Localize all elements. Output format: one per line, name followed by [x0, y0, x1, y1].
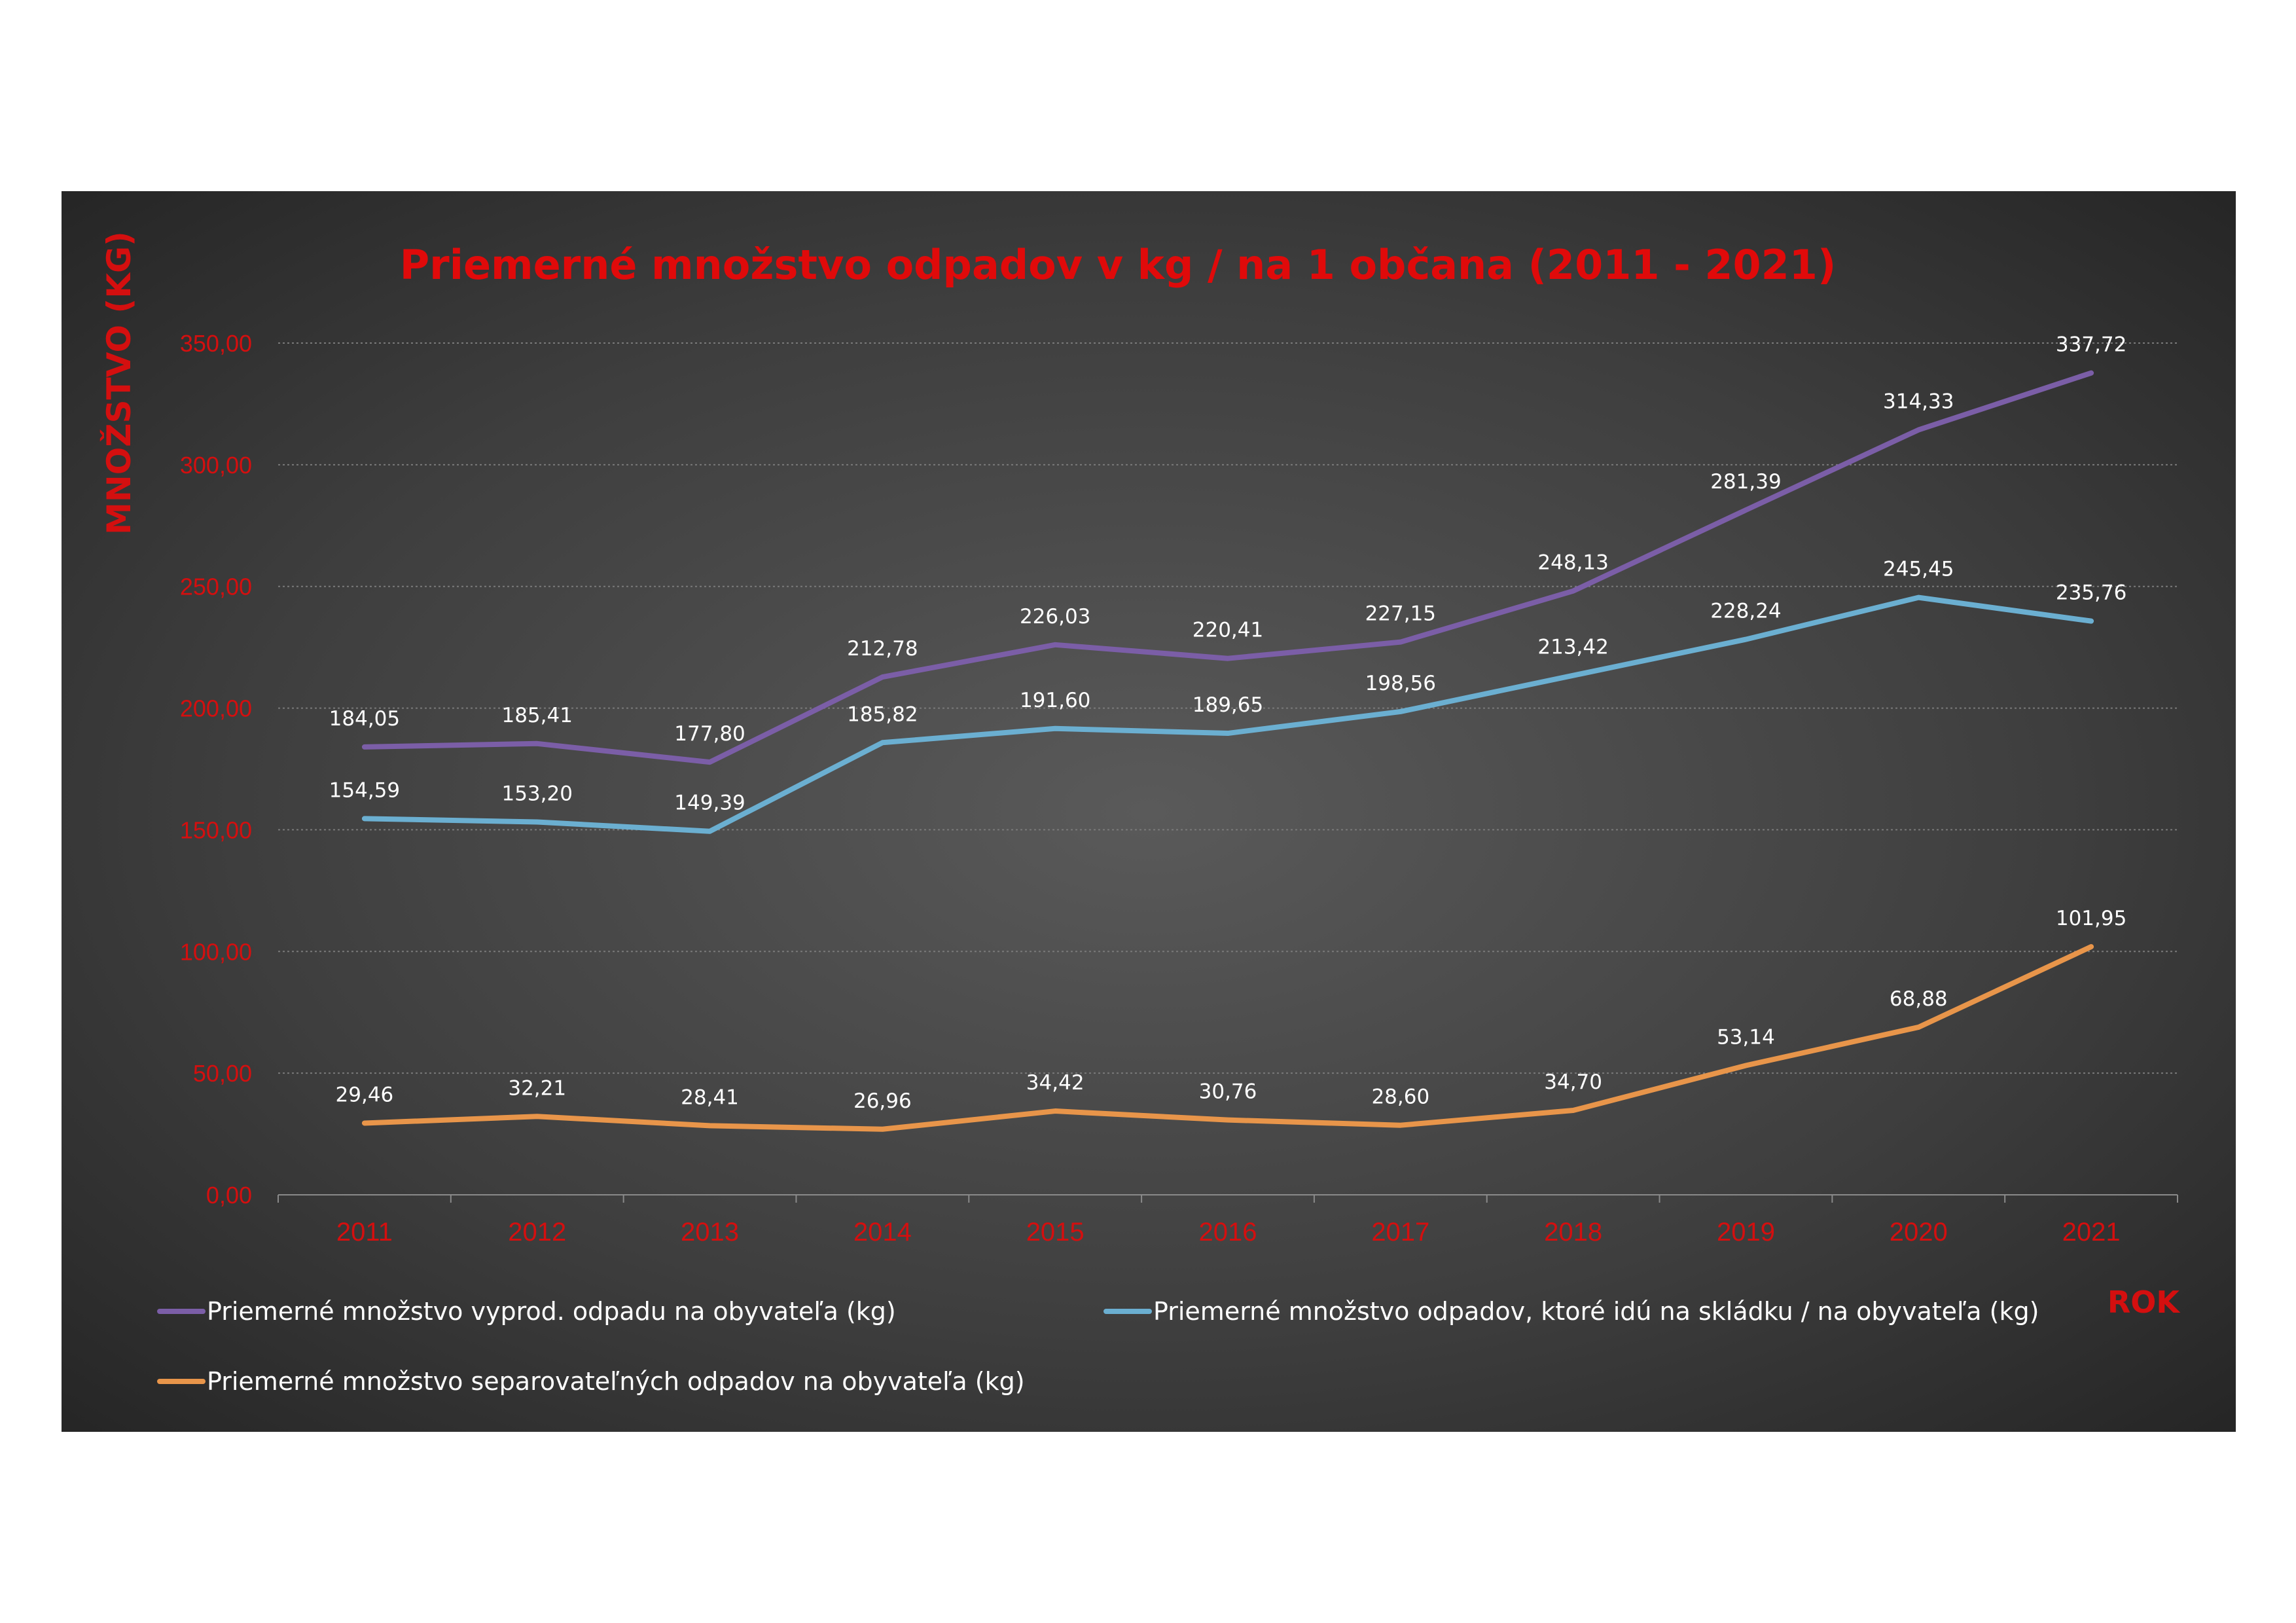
data-label: 149,39: [674, 792, 745, 815]
series-line-1: [361, 370, 2094, 765]
y-tick-label: 50,00: [193, 1060, 252, 1087]
series-line-3: [361, 944, 2094, 1132]
data-label: 248,13: [1537, 551, 1608, 575]
data-label: 34,42: [1026, 1071, 1085, 1095]
data-label: 220,41: [1193, 619, 1263, 642]
data-label: 28,41: [681, 1085, 739, 1109]
data-label: 185,41: [501, 704, 572, 727]
y-tick-label: 250,00: [180, 574, 252, 600]
data-label: 153,20: [501, 782, 572, 806]
x-tick-label: 2013: [681, 1218, 739, 1247]
chart-background: [62, 191, 2236, 1432]
data-label: 185,82: [847, 702, 918, 726]
y-tick-label: 100,00: [180, 938, 252, 965]
x-axis-title: ROK: [2108, 1285, 2181, 1320]
x-tick-label: 2012: [508, 1218, 566, 1247]
y-tick-label: 200,00: [180, 695, 252, 722]
data-label: 68,88: [1890, 987, 1948, 1011]
data-label: 34,70: [1544, 1070, 1602, 1094]
x-tick-label: 2016: [1199, 1218, 1257, 1247]
x-tick-label: 2011: [336, 1218, 393, 1247]
y-tick-label: 0,00: [206, 1182, 252, 1209]
legend: Priemerné množstvo vyprod. odpadu na oby…: [157, 1297, 2039, 1396]
series-line-2: [361, 594, 2094, 834]
data-label: 189,65: [1193, 693, 1263, 717]
legend-label-3: Priemerné množstvo separovateľných odpad…: [207, 1367, 1025, 1396]
y-tick-label: 150,00: [180, 816, 252, 843]
data-label: 227,15: [1365, 602, 1436, 626]
legend-label-1: Priemerné množstvo vyprod. odpadu na oby…: [207, 1297, 896, 1326]
y-axis-ticks: 0,00 50,00 100,00 150,00 200,00 250,00 300,00 3…: [180, 330, 252, 1209]
x-tick-label: 2018: [1544, 1218, 1602, 1247]
y-tick-label: 300,00: [180, 452, 252, 479]
x-tick-label: 2021: [2062, 1218, 2121, 1247]
data-label: 177,80: [674, 722, 745, 746]
chart-title: Priemerné množstvo odpadov v kg / na 1 o…: [400, 241, 1837, 289]
data-label: 26,96: [853, 1089, 912, 1113]
data-label: 184,05: [329, 707, 400, 731]
data-label: 213,42: [1537, 636, 1608, 659]
y-tick-label: 350,00: [180, 330, 252, 357]
y-axis-title: MNOŽSTVO (KG): [99, 231, 138, 535]
data-label: 30,76: [1199, 1080, 1257, 1104]
data-label: 314,33: [1883, 390, 1954, 414]
gridlines: [278, 342, 2178, 1074]
data-label: 191,60: [1020, 689, 1090, 712]
data-label: 32,21: [508, 1076, 566, 1100]
data-label: 245,45: [1883, 558, 1954, 581]
legend-label-2: Priemerné množstvo odpadov, ktoré idú na…: [1153, 1297, 2039, 1326]
data-label: 29,46: [336, 1083, 394, 1106]
data-label: 154,59: [329, 778, 400, 802]
data-label: 101,95: [2056, 907, 2126, 930]
x-tick-label: 2019: [1717, 1218, 1775, 1247]
x-axis: [278, 1194, 2178, 1203]
data-label: 53,14: [1717, 1025, 1775, 1049]
x-tick-label: 2015: [1026, 1218, 1085, 1247]
x-tick-label: 2017: [1371, 1218, 1429, 1247]
data-label: 212,78: [847, 637, 918, 661]
x-tick-label: 2014: [853, 1218, 912, 1247]
data-label: 281,39: [1710, 470, 1781, 494]
data-label: 235,76: [2056, 581, 2126, 605]
data-labels: 184,05 185,41 177,80 212,78 226,03 220,41 227,…: [329, 333, 2127, 1113]
data-label: 337,72: [2056, 333, 2126, 357]
x-axis-ticks: 2011 2012 2013 2014 2015 2016 2017 2018 2019 2020…: [336, 1218, 2121, 1247]
data-label: 226,03: [1020, 605, 1090, 629]
series-lines: [361, 370, 2094, 1132]
data-label: 198,56: [1365, 672, 1436, 695]
data-label: 28,60: [1371, 1085, 1429, 1109]
x-tick-label: 2020: [1890, 1218, 1948, 1247]
data-label: 228,24: [1710, 600, 1781, 623]
